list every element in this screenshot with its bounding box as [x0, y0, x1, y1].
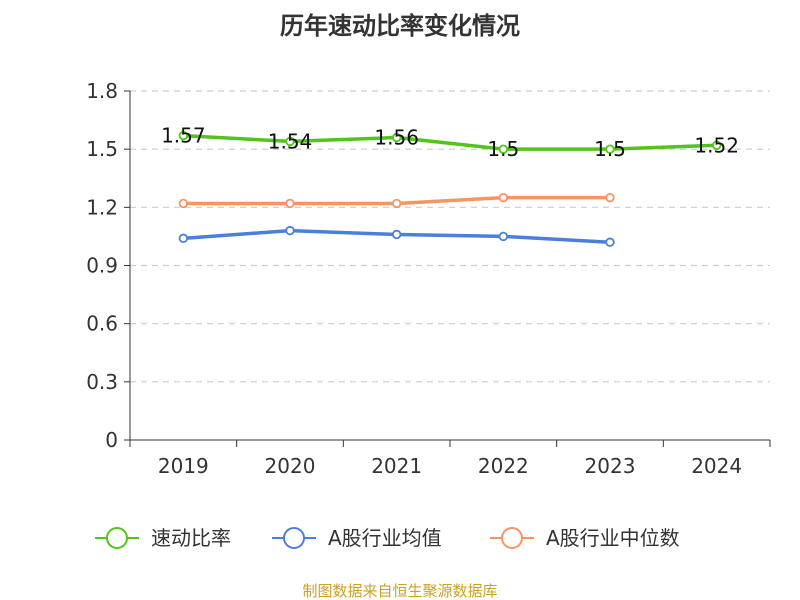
data-point[interactable]: [498, 192, 509, 203]
data-point[interactable]: [391, 229, 402, 240]
data-label: 1.52: [694, 133, 739, 157]
x-tick-label: 2023: [585, 454, 636, 478]
data-label: 1.57: [161, 124, 206, 148]
data-label: 1.5: [487, 137, 519, 161]
y-tick-label: 1.2: [86, 195, 118, 219]
source-note: 制图数据来自恒生聚源数据库: [302, 582, 497, 600]
data-point[interactable]: [178, 130, 189, 141]
y-tick-label: 0: [105, 428, 118, 452]
chart-title: 历年速动比率变化情况: [280, 12, 520, 40]
x-tick-label: 2024: [691, 454, 742, 478]
legend-label: 速动比率: [151, 526, 231, 550]
x-tick-label: 2020: [265, 454, 316, 478]
data-point[interactable]: [605, 192, 615, 203]
data-label: 1.56: [374, 126, 419, 150]
series-0: 1.57 1.54 1.56 1.5 1.5 1.52: [161, 124, 739, 162]
legend-item[interactable]: 速动比率: [95, 526, 231, 550]
data-point[interactable]: [605, 237, 615, 247]
data-point[interactable]: [285, 198, 295, 209]
legend-marker: [106, 527, 128, 549]
data-point[interactable]: [285, 136, 295, 147]
series-line: [183, 133, 717, 151]
data-point[interactable]: [498, 231, 509, 242]
data-point[interactable]: [711, 140, 722, 150]
legend-label: A股行业均值: [328, 526, 442, 550]
grid-lines: [130, 90, 770, 383]
legend-item[interactable]: A股行业中位数: [490, 526, 680, 550]
data-point[interactable]: [391, 132, 402, 143]
axes: 0 0.3 0.6 0.9 1.2 1.5 1.8 2019 2020 2021 2022 2023 2…: [86, 79, 771, 478]
legend-item[interactable]: A股行业均值: [272, 526, 442, 550]
data-point[interactable]: [285, 225, 295, 236]
legend-marker: [283, 527, 305, 549]
data-label: 1.5: [594, 137, 626, 161]
y-tick-label: 0.3: [86, 370, 118, 394]
x-tick-label: 2019: [158, 454, 209, 478]
legend[interactable]: 速动比率 A股行业均值 A股行业中位数: [95, 526, 680, 550]
x-tick-label: 2022: [478, 454, 529, 478]
y-tick-label: 0.6: [86, 312, 118, 336]
legend-marker: [501, 527, 523, 549]
data-point[interactable]: [605, 144, 615, 154]
data-point[interactable]: [178, 233, 189, 244]
series-1: [178, 225, 615, 247]
data-point[interactable]: [178, 198, 189, 209]
series-2: [178, 192, 615, 209]
x-tick-label: 2021: [371, 454, 422, 478]
y-tick-label: 1.5: [86, 137, 118, 161]
legend-label: A股行业中位数: [546, 526, 680, 550]
data-point[interactable]: [498, 144, 509, 154]
data-point[interactable]: [391, 198, 402, 209]
data-label: 1.54: [268, 129, 313, 153]
series-layer: 1.57 1.54 1.56 1.5 1.5 1.52: [161, 124, 739, 247]
y-tick-label: 1.8: [86, 79, 118, 103]
y-tick-label: 0.9: [86, 254, 118, 278]
